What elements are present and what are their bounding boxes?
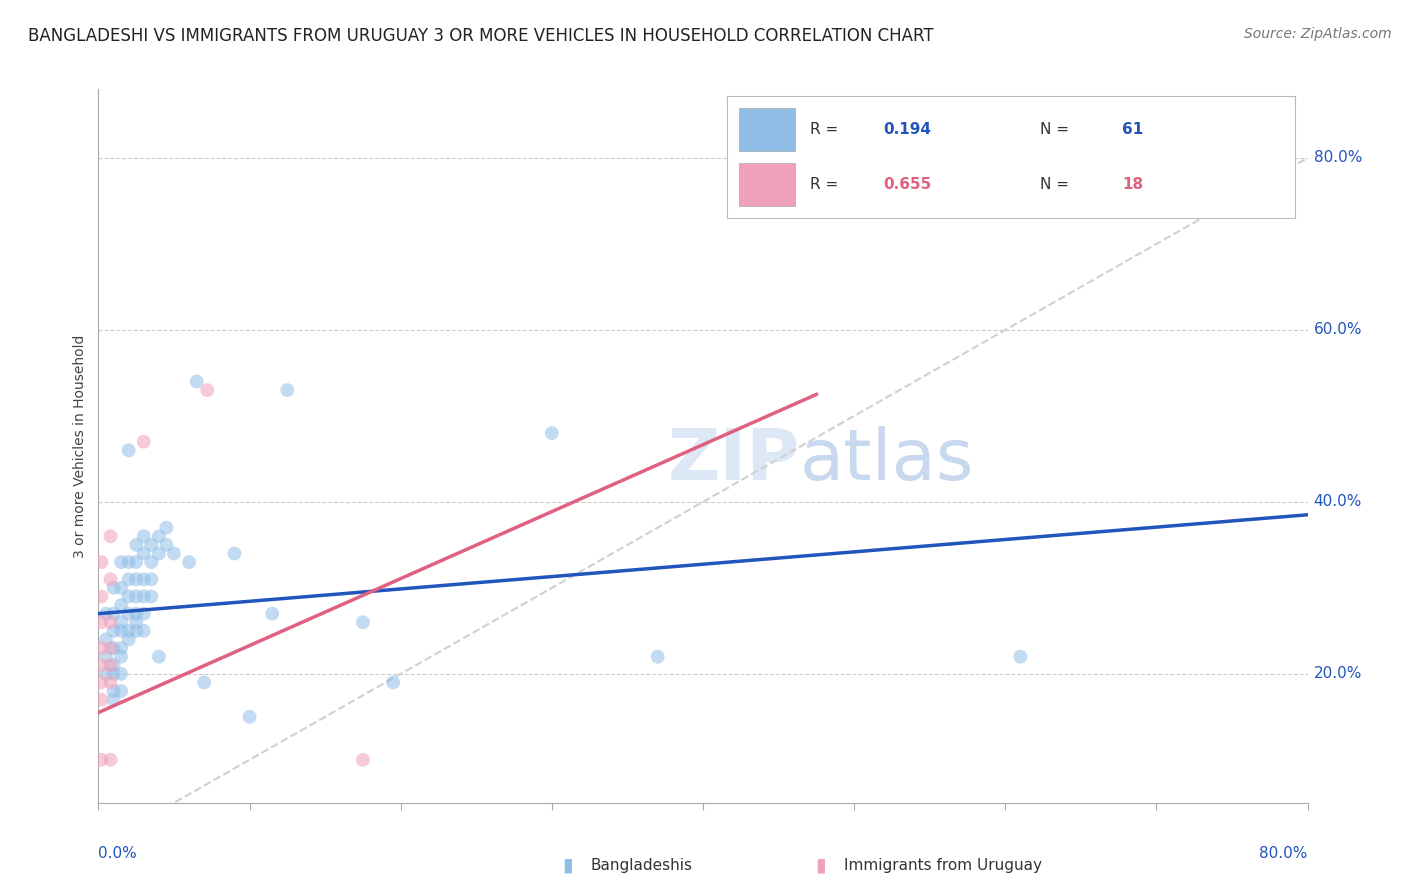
Point: [110, 641, 132, 656]
Text: 40.0%: 40.0%: [1313, 494, 1362, 509]
Point: [118, 443, 141, 458]
Point: [141, 572, 163, 586]
Point: [100, 675, 122, 690]
Point: [141, 538, 163, 552]
Point: [103, 607, 125, 621]
Point: [132, 529, 155, 543]
Point: [103, 658, 125, 673]
Point: [382, 675, 405, 690]
Point: [125, 555, 148, 569]
Point: [110, 615, 132, 630]
Point: [186, 375, 208, 389]
Point: [100, 641, 122, 656]
Point: [103, 641, 125, 656]
Text: 20.0%: 20.0%: [1313, 666, 1362, 681]
Text: ▮: ▮: [562, 855, 574, 875]
Point: [100, 753, 122, 767]
Point: [90, 555, 112, 569]
Text: 0.0%: 0.0%: [98, 846, 138, 861]
Point: [94, 607, 117, 621]
Text: Source: ZipAtlas.com: Source: ZipAtlas.com: [1244, 27, 1392, 41]
Point: [90, 658, 112, 673]
Point: [163, 546, 186, 560]
Point: [110, 684, 132, 698]
Point: [141, 555, 163, 569]
Point: [155, 521, 177, 535]
Point: [118, 607, 141, 621]
Point: [276, 383, 298, 397]
Point: [177, 555, 201, 569]
Point: [103, 666, 125, 681]
Point: [90, 753, 112, 767]
Point: [90, 641, 112, 656]
Point: [193, 675, 215, 690]
Point: [103, 624, 125, 638]
Point: [132, 607, 155, 621]
Text: Immigrants from Uruguay: Immigrants from Uruguay: [844, 858, 1042, 872]
Point: [110, 649, 132, 664]
Point: [110, 581, 132, 595]
Point: [118, 590, 141, 604]
Point: [103, 692, 125, 706]
Point: [195, 383, 218, 397]
Point: [94, 649, 117, 664]
Point: [125, 607, 148, 621]
Point: [118, 572, 141, 586]
Point: [94, 666, 117, 681]
Point: [103, 684, 125, 698]
Point: [262, 607, 284, 621]
Point: [125, 538, 148, 552]
Point: [90, 590, 112, 604]
Point: [90, 615, 112, 630]
Point: [1010, 649, 1032, 664]
Point: [540, 426, 562, 441]
Point: [94, 632, 117, 647]
Point: [148, 649, 170, 664]
Point: [148, 546, 170, 560]
Point: [125, 615, 148, 630]
Point: [132, 572, 155, 586]
Point: [100, 529, 122, 543]
Text: atlas: atlas: [800, 425, 974, 495]
Text: ZIP: ZIP: [668, 425, 800, 495]
Point: [224, 546, 246, 560]
Text: Bangladeshis: Bangladeshis: [591, 858, 693, 872]
Point: [148, 529, 170, 543]
Text: 80.0%: 80.0%: [1313, 151, 1362, 166]
Point: [110, 555, 132, 569]
Point: [125, 624, 148, 638]
Point: [155, 538, 177, 552]
Point: [132, 590, 155, 604]
Y-axis label: 3 or more Vehicles in Household: 3 or more Vehicles in Household: [73, 334, 87, 558]
Point: [118, 555, 141, 569]
Point: [647, 649, 669, 664]
Point: [103, 581, 125, 595]
Text: BANGLADESHI VS IMMIGRANTS FROM URUGUAY 3 OR MORE VEHICLES IN HOUSEHOLD CORRELATI: BANGLADESHI VS IMMIGRANTS FROM URUGUAY 3…: [28, 27, 934, 45]
Point: [100, 658, 122, 673]
Point: [110, 624, 132, 638]
Point: [90, 675, 112, 690]
Text: 80.0%: 80.0%: [1260, 846, 1308, 861]
Point: [141, 590, 163, 604]
Point: [352, 753, 374, 767]
Point: [352, 615, 374, 630]
Point: [125, 590, 148, 604]
Point: [125, 572, 148, 586]
Point: [118, 632, 141, 647]
Point: [132, 624, 155, 638]
Text: ▮: ▮: [815, 855, 827, 875]
Text: 60.0%: 60.0%: [1313, 322, 1362, 337]
Point: [118, 624, 141, 638]
Point: [239, 710, 262, 724]
Point: [110, 598, 132, 612]
Point: [100, 572, 122, 586]
Point: [132, 434, 155, 449]
Point: [100, 615, 122, 630]
Point: [132, 546, 155, 560]
Point: [90, 692, 112, 706]
Point: [110, 666, 132, 681]
